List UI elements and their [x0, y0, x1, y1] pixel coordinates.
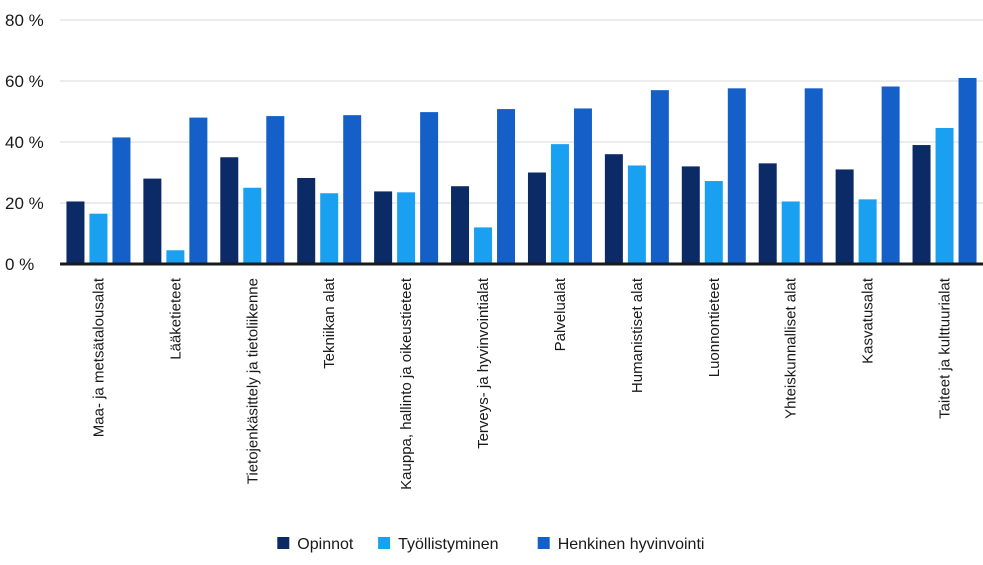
bar-työllistyminen-6	[550, 144, 569, 264]
legend-swatch	[537, 537, 550, 549]
x-category-label: Humanistiset alat	[629, 277, 646, 393]
y-tick-label: 0 %	[5, 255, 34, 274]
bar-työllistyminen-3	[320, 193, 339, 264]
x-category-label: Tietojenkäsittely ja tietoliikenne	[244, 278, 261, 484]
y-tick-label: 20 %	[5, 194, 44, 213]
x-category-label: Kauppa, hallinto ja oikeustieteet	[398, 277, 415, 490]
legend-label: Opinnot	[297, 536, 354, 553]
bar-opinnot-4	[374, 191, 393, 264]
bar-henkinen-hyvinvointi-6	[573, 108, 592, 264]
bar-henkinen-hyvinvointi-3	[343, 115, 362, 264]
x-category-label: Lääketieteet	[167, 277, 184, 360]
y-tick-label: 40 %	[5, 133, 44, 152]
x-axis-category-labels: Maa- ja metsätalousalat Lääketieteet Tieto…	[90, 277, 953, 490]
bar-työllistyminen-11	[935, 127, 954, 264]
bar-opinnot-5	[451, 186, 470, 264]
bar-henkinen-hyvinvointi-4	[420, 112, 439, 264]
x-category-label: Palvelualat	[552, 277, 569, 351]
bar-henkinen-hyvinvointi-8	[727, 88, 746, 264]
bar-työllistyminen-2	[243, 187, 262, 264]
y-tick-label: 80 %	[5, 11, 44, 30]
bar-työllistyminen-9	[781, 201, 800, 264]
y-tick-label: 60 %	[5, 72, 44, 91]
bar-opinnot-3	[297, 177, 316, 264]
bar-työllistyminen-10	[858, 199, 877, 264]
bar-opinnot-10	[835, 169, 854, 264]
gridlines	[60, 19, 983, 204]
legend-swatch	[378, 537, 391, 549]
bar-henkinen-hyvinvointi-5	[497, 109, 516, 264]
legend-label: Työllistyminen	[398, 536, 498, 553]
x-category-label: Maa- ja metsätalousalat	[90, 277, 107, 437]
x-category-label: Yhteiskunnalliset alat	[783, 277, 800, 419]
bar-työllistyminen-1	[166, 250, 185, 264]
bar-henkinen-hyvinvointi-0	[112, 137, 131, 264]
bar-työllistyminen-5	[474, 227, 493, 264]
bar-opinnot-9	[758, 163, 777, 264]
bar-työllistyminen-0	[89, 213, 108, 264]
bar-opinnot-7	[604, 154, 623, 264]
bar-työllistyminen-4	[397, 192, 416, 264]
bar-työllistyminen-7	[627, 165, 646, 264]
bar-opinnot-2	[220, 157, 239, 264]
bar-henkinen-hyvinvointi-10	[881, 86, 900, 265]
legend-item: Opinnot	[277, 536, 354, 553]
legend-item: Henkinen hyvinvointi	[537, 536, 705, 553]
bar-opinnot-0	[66, 201, 85, 264]
bar-henkinen-hyvinvointi-9	[804, 88, 823, 264]
legend-item: Työllistyminen	[378, 536, 499, 553]
bar-henkinen-hyvinvointi-2	[266, 116, 285, 264]
x-category-label: Terveys- ja hyvinvointialat	[475, 277, 492, 449]
x-category-label: Tekniikan alat	[321, 277, 338, 369]
bar-henkinen-hyvinvointi-7	[650, 90, 669, 265]
bar-opinnot-1	[143, 178, 162, 264]
bar-opinnot-8	[681, 166, 700, 264]
bar-opinnot-11	[912, 145, 931, 264]
legend: Opinnot Työllistyminen Henkinen hyvinvoint…	[277, 536, 704, 553]
bar-henkinen-hyvinvointi-1	[189, 117, 208, 264]
x-category-label: Taiteet ja kulttuurialat	[937, 277, 954, 419]
bar-opinnot-6	[527, 172, 546, 264]
y-axis-tick-labels: 0 % 20 % 40 % 60 % 80 %	[5, 11, 44, 274]
bar-henkinen-hyvinvointi-11	[958, 77, 977, 264]
bar-työllistyminen-8	[704, 181, 723, 264]
legend-label: Henkinen hyvinvointi	[558, 536, 705, 553]
x-category-label: Kasvatusalat	[860, 277, 877, 364]
x-category-label: Luonnontieteet	[706, 277, 723, 377]
bars	[66, 77, 977, 265]
legend-swatch	[277, 537, 290, 549]
